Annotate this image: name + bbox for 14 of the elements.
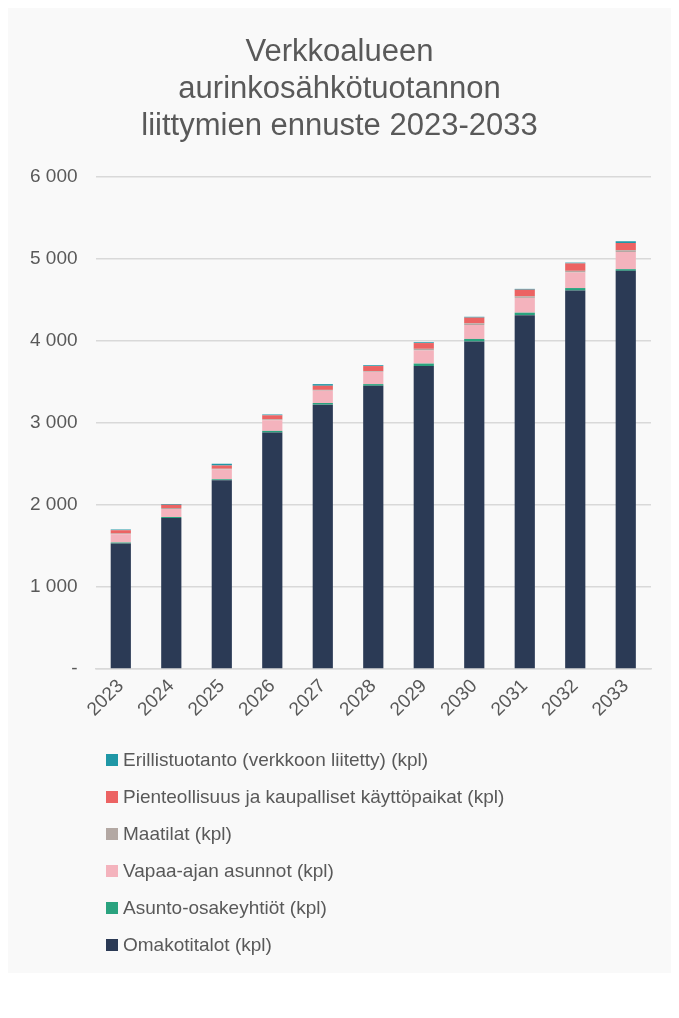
y-tick-label: - [71,657,78,679]
legend-label: Pienteollisuus ja kaupalliset käyttöpaikat (kpl) [123,785,505,808]
y-tick-label: 4 000 [30,328,78,350]
y-tick-label: 6 000 [30,164,78,186]
legend-label: Erillistuotanto (verkkoon liitetty) (kpl) [123,748,429,771]
legend-label: Maatilat (kpl) [123,822,232,845]
y-tick-label: 3 000 [30,410,78,432]
chart-title: Verkkoalueen aurinkosähkötuotannon liittymien ennuste 2023-2033 [140,32,539,143]
y-tick-label: 5 000 [30,246,78,268]
y-tick-label: 2 000 [30,493,78,515]
y-tick-label: 1 000 [30,575,78,597]
legend-label: Asunto-osakeyhtiöt (kpl) [123,896,327,919]
legend-label: Omakotitalot (kpl) [123,933,272,956]
legend-label: Vapaa-ajan asunnot (kpl) [123,859,334,882]
